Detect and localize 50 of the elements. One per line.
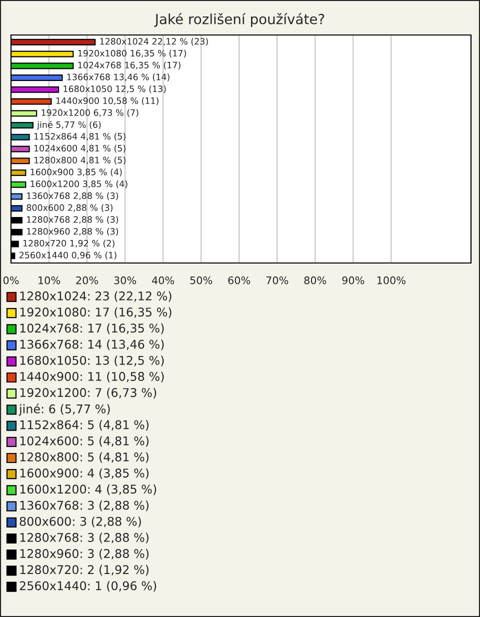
data-label: 1920x1200 6,73 % (7) (42, 109, 138, 117)
text: 1920x1080: 17 (16,35 %) (20, 307, 172, 318)
data-label: 1280x1024 22,12 % (23) (100, 38, 208, 46)
text: 1024x768: 17 (16,35 %) (20, 323, 164, 334)
data-label: 1440x900 10,58 % (11) (56, 97, 158, 106)
data-label: 2560x1440 0,96 % (1) (19, 252, 116, 260)
data-label: 800x600 2,88 % (3) (26, 204, 112, 212)
x-tick-label: 50% (190, 276, 212, 284)
text: 1152x864: 5 (4,81 %) (20, 420, 149, 431)
data-label: jiné 5,77 % (6) (36, 120, 101, 130)
data-label: 1152x864 4,81 % (5) (34, 132, 126, 141)
data-label: 1280x800 4,81 % (5) (34, 156, 126, 164)
text: 800x600: 3 (2,88 %) (20, 516, 141, 528)
x-tick-label: 20% (76, 276, 98, 284)
x-tick-label: 100% (377, 276, 406, 284)
text: 1366x768: 14 (13,46 %) (20, 340, 164, 350)
x-tick-label: 30% (114, 276, 136, 284)
x-tick-label: 60% (228, 276, 250, 284)
data-label: 1024x600 4,81 % (5) (34, 144, 126, 153)
data-label: 1280x720 1,92 % (2) (23, 240, 114, 248)
text: 1024x600: 5 (4,81 %) (20, 436, 149, 447)
text: 1280x1024: 23 (22,12 %) (20, 291, 172, 302)
text: 1680x1050: 13 (12,5 %) (20, 356, 164, 366)
chart-title: Jaké rozlišení používáte? (154, 13, 324, 27)
text: 1280x960: 3 (2,88 %) (20, 548, 149, 560)
text: 1360x768: 3 (2,88 %) (20, 500, 149, 512)
data-label: 1280x768 2,88 % (3) (27, 216, 118, 224)
text: 1280x800: 5 (4,81 %) (20, 452, 149, 463)
data-label: 1280x960 2,88 % (3) (27, 228, 118, 236)
x-tick-label: 0% (3, 276, 19, 284)
x-tick-label: 70% (266, 276, 288, 284)
text: 1600x1200: 4 (3,85 %) (20, 484, 156, 496)
data-label: 1360x768 2,88 % (3) (27, 192, 118, 200)
data-label: 1600x1200 3,85 % (4) (30, 180, 128, 188)
text: 1280x720: 2 (1,92 %) (20, 564, 149, 576)
text: 1600x900: 4 (3,85 %) (20, 468, 149, 479)
x-tick-label: 90% (342, 276, 364, 284)
data-label: 1366x768 13,46 % (14) (67, 74, 170, 82)
text: 1440x900: 11 (10,58 %) (20, 372, 164, 382)
data-label: 1600x900 3,85 % (4) (30, 168, 122, 176)
x-tick-label: 40% (152, 276, 174, 284)
text: jiné: 6 (5,77 %) (18, 404, 110, 416)
text: 2560x1440: 1 (0,96 %) (20, 581, 156, 592)
text: 1280x768: 3 (2,88 %) (20, 532, 149, 544)
data-label: 1024x768 16,35 % (17) (78, 62, 180, 70)
x-tick-label: 10% (38, 276, 60, 284)
text: 1920x1200: 7 (6,73 %) (20, 388, 156, 398)
data-label: 1680x1050 12,5 % (13) (64, 85, 166, 94)
x-tick-label: 80% (304, 276, 326, 284)
data-label: 1920x1080 16,35 % (17) (78, 50, 186, 58)
